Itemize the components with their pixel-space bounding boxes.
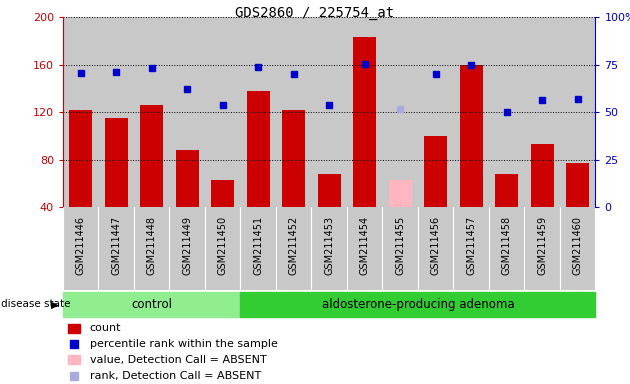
Text: GSM211456: GSM211456 xyxy=(431,216,440,275)
Text: count: count xyxy=(89,323,121,333)
Bar xyxy=(418,17,454,207)
Text: GSM211453: GSM211453 xyxy=(324,216,334,275)
Bar xyxy=(241,17,276,207)
Bar xyxy=(134,17,169,207)
Bar xyxy=(560,17,595,207)
Text: ▶: ▶ xyxy=(50,299,59,310)
Bar xyxy=(524,17,560,207)
Text: value, Detection Call = ABSENT: value, Detection Call = ABSENT xyxy=(89,355,266,365)
Text: GSM211450: GSM211450 xyxy=(218,216,227,275)
Bar xyxy=(211,180,234,207)
Text: GSM211457: GSM211457 xyxy=(466,216,476,275)
Bar xyxy=(454,17,489,207)
Bar xyxy=(63,17,98,207)
Bar xyxy=(68,356,80,364)
Text: GSM211446: GSM211446 xyxy=(76,216,86,275)
Text: rank, Detection Call = ABSENT: rank, Detection Call = ABSENT xyxy=(89,371,261,381)
Bar xyxy=(282,110,305,207)
Text: GSM211448: GSM211448 xyxy=(147,216,157,275)
Bar xyxy=(169,17,205,207)
Bar xyxy=(495,174,518,207)
Bar xyxy=(347,17,382,207)
Text: GSM211447: GSM211447 xyxy=(112,216,121,275)
Text: GSM211451: GSM211451 xyxy=(253,216,263,275)
Bar xyxy=(69,110,92,207)
Bar xyxy=(489,17,524,207)
Text: GSM211454: GSM211454 xyxy=(360,216,370,275)
Text: percentile rank within the sample: percentile rank within the sample xyxy=(89,339,277,349)
Text: control: control xyxy=(131,298,172,311)
Bar xyxy=(353,38,376,207)
Text: GSM211452: GSM211452 xyxy=(289,216,299,275)
Bar xyxy=(460,65,483,207)
Text: GSM211455: GSM211455 xyxy=(395,216,405,275)
Text: GSM211460: GSM211460 xyxy=(573,216,583,275)
Bar xyxy=(311,17,347,207)
Bar xyxy=(566,164,589,207)
Bar xyxy=(63,292,241,317)
Bar xyxy=(318,174,341,207)
Bar xyxy=(241,292,595,317)
Bar xyxy=(276,17,311,207)
Bar xyxy=(247,91,270,207)
Text: GSM211449: GSM211449 xyxy=(182,216,192,275)
Text: disease state: disease state xyxy=(1,299,70,310)
Bar xyxy=(176,150,198,207)
Text: aldosterone-producing adenoma: aldosterone-producing adenoma xyxy=(321,298,514,311)
Text: GDS2860 / 225754_at: GDS2860 / 225754_at xyxy=(236,6,394,20)
Bar xyxy=(424,136,447,207)
Bar xyxy=(530,144,554,207)
Bar xyxy=(105,118,128,207)
Text: GSM211458: GSM211458 xyxy=(501,216,512,275)
Bar xyxy=(68,324,80,333)
Bar xyxy=(140,105,163,207)
Text: GSM211459: GSM211459 xyxy=(537,216,547,275)
Bar xyxy=(382,17,418,207)
Bar xyxy=(98,17,134,207)
Bar xyxy=(205,17,241,207)
Bar xyxy=(389,180,411,207)
